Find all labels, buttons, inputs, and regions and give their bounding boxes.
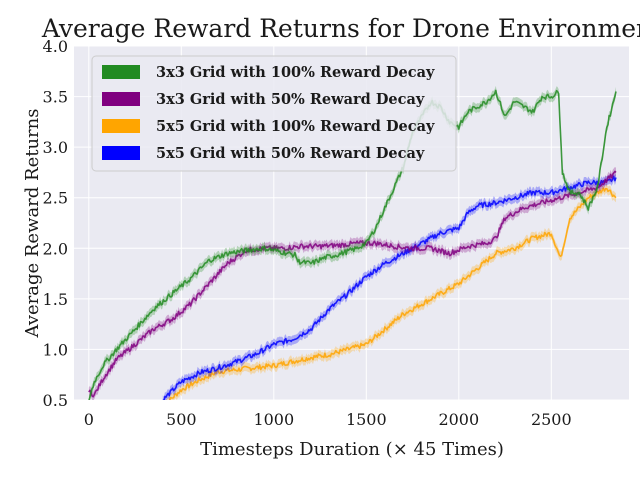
y-tick-label: 1.5 <box>43 290 68 309</box>
y-tick-label: 0.5 <box>43 391 68 410</box>
series-line <box>169 187 617 400</box>
legend-swatch <box>102 65 140 79</box>
x-axis-ticks: 0 500 1000 1500 2000 2500 <box>84 410 572 429</box>
legend-swatch <box>102 119 140 133</box>
chart-title: Average Reward Returns for Drone Environ… <box>41 14 640 43</box>
series-line <box>162 175 617 400</box>
legend-label: 5x5 Grid with 50% Reward Decay <box>156 145 425 162</box>
series-line <box>88 170 617 398</box>
legend-swatch <box>102 92 140 106</box>
x-tick-label: 2000 <box>438 410 479 429</box>
y-tick-label: 1.0 <box>43 340 68 359</box>
legend-label: 5x5 Grid with 100% Reward Decay <box>156 118 435 135</box>
y-axis-label: Average Reward Returns <box>22 109 43 339</box>
series-band <box>166 183 616 400</box>
legend-swatch <box>102 146 140 160</box>
y-tick-label: 2.5 <box>43 189 68 208</box>
y-tick-label: 3.5 <box>43 88 68 107</box>
y-tick-label: 4.0 <box>43 37 68 56</box>
x-axis-label: Timesteps Duration (× 45 Times) <box>200 439 504 460</box>
x-tick-label: 2500 <box>531 410 572 429</box>
y-tick-label: 3.0 <box>43 138 68 157</box>
x-tick-label: 0 <box>84 410 94 429</box>
x-tick-label: 1500 <box>346 410 387 429</box>
series-line <box>88 89 617 400</box>
y-axis-ticks: 0.5 1.0 1.5 2.0 2.5 3.0 3.5 4.0 <box>43 37 68 410</box>
legend-label: 3x3 Grid with 100% Reward Decay <box>156 64 435 81</box>
x-tick-label: 1000 <box>253 410 294 429</box>
legend-box <box>91 55 457 172</box>
y-tick-label: 2.0 <box>43 239 68 258</box>
legend-label: 3x3 Grid with 50% Reward Decay <box>156 91 425 108</box>
x-tick-label: 500 <box>166 410 197 429</box>
legend: 3x3 Grid with 100% Reward Decay 3x3 Grid … <box>91 55 457 172</box>
series-layer <box>88 85 617 400</box>
